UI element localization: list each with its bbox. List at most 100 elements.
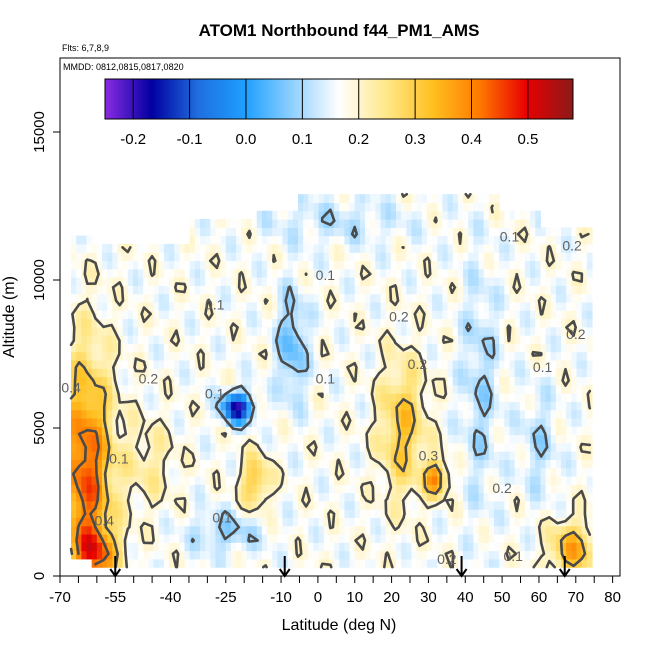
heatmap-cell (308, 318, 315, 328)
heatmap-cell (576, 301, 583, 311)
heatmap-cell (426, 558, 433, 568)
heatmap-cell (406, 260, 413, 270)
heatmap-cell (452, 194, 459, 204)
heatmap-cell (452, 500, 459, 510)
heatmap-cell (380, 268, 387, 278)
heatmap-cell (313, 235, 320, 245)
heatmap-cell (437, 500, 444, 510)
heatmap-cell (205, 285, 211, 295)
heatmap-cell (571, 393, 578, 402)
heatmap-cell (215, 343, 222, 353)
heatmap-cell (308, 467, 315, 477)
heatmap-cell (452, 442, 459, 452)
heatmap-cell (494, 542, 500, 552)
heatmap-cell (184, 492, 191, 502)
heatmap-cell (174, 335, 180, 344)
heatmap-cell (298, 492, 304, 502)
heatmap-cell (96, 542, 103, 552)
heatmap-cell (576, 542, 583, 552)
heatmap-cell (550, 368, 557, 378)
colorbar-bar (105, 79, 573, 119)
heatmap-cell (256, 517, 263, 527)
heatmap-cell (468, 210, 474, 220)
heatmap-cell (81, 277, 88, 286)
heatmap-cell (519, 285, 526, 295)
heatmap-cell (370, 426, 376, 436)
heatmap-cell (509, 500, 516, 510)
heatmap-cell (328, 285, 335, 295)
heatmap-cell (380, 558, 387, 568)
heatmap-cell (328, 475, 335, 485)
heatmap-cell (370, 558, 376, 568)
heatmap-cell (138, 542, 144, 552)
heatmap-cell (463, 401, 469, 411)
heatmap-cell (292, 509, 299, 518)
heatmap-cell (406, 509, 413, 518)
heatmap-cell (256, 393, 263, 402)
heatmap-cell (215, 384, 222, 394)
heatmap-cell (143, 318, 150, 328)
heatmap-cell (158, 310, 165, 320)
heatmap-cell (158, 509, 165, 518)
heatmap-cell (163, 401, 170, 411)
heatmap-cell (478, 417, 485, 427)
heatmap-cell (385, 484, 392, 494)
heatmap-cell (390, 542, 397, 552)
heatmap-cell (71, 359, 77, 369)
heatmap-cell (390, 202, 397, 212)
heatmap-cell (308, 451, 315, 460)
heatmap-cell (132, 492, 139, 502)
heatmap-cell (545, 517, 552, 527)
heatmap-cell (236, 509, 242, 518)
heatmap-cell (256, 318, 263, 328)
heatmap-cell (555, 558, 562, 568)
heatmap-cell (421, 202, 428, 212)
heatmap-cell (91, 393, 98, 402)
heatmap-cell (292, 277, 299, 286)
x-axis-label: Latitude (deg N) (282, 617, 397, 634)
heatmap-cell (437, 442, 444, 452)
heatmap-cell (359, 235, 366, 245)
heatmap-cell (215, 550, 222, 560)
heatmap-cell (292, 285, 299, 295)
heatmap-cell (488, 293, 495, 303)
heatmap-cell (344, 451, 351, 460)
heatmap-cell (112, 475, 119, 485)
heatmap-cell (174, 277, 180, 286)
heatmap-cell (468, 359, 474, 369)
heatmap-cell (251, 484, 258, 494)
heatmap-cell (86, 434, 93, 444)
heatmap-cell (452, 451, 459, 460)
heatmap-cell (535, 542, 542, 552)
heatmap-cell (426, 451, 433, 460)
heatmap-cell (328, 484, 335, 494)
heatmap-cell (200, 475, 206, 485)
heatmap-cell (158, 550, 165, 560)
heatmap-cell (463, 260, 469, 270)
heatmap-cell (200, 492, 206, 502)
heatmap-cell (514, 442, 521, 452)
heatmap-cell (566, 351, 572, 361)
heatmap-cell (179, 550, 186, 560)
heatmap-cell (236, 368, 242, 378)
heatmap-cell (452, 409, 459, 419)
heatmap-cell (401, 285, 407, 295)
heatmap-cell (272, 268, 278, 278)
heatmap-cell (241, 467, 248, 477)
heatmap-cell (169, 434, 175, 444)
heatmap-cell (452, 260, 459, 270)
heatmap-cell (354, 359, 361, 369)
heatmap-cell (86, 285, 93, 295)
heatmap-cell (468, 376, 474, 386)
heatmap-cell (473, 260, 480, 270)
heatmap-cell (375, 252, 382, 262)
heatmap-cell (561, 227, 567, 237)
heatmap-cell (267, 318, 273, 328)
heatmap-cell (478, 301, 485, 311)
heatmap-cell (287, 517, 294, 527)
heatmap-cell (504, 359, 511, 369)
heatmap-cell (148, 401, 155, 411)
heatmap-cell (194, 542, 201, 552)
heatmap-cell (122, 393, 129, 402)
heatmap-cell (432, 409, 438, 419)
